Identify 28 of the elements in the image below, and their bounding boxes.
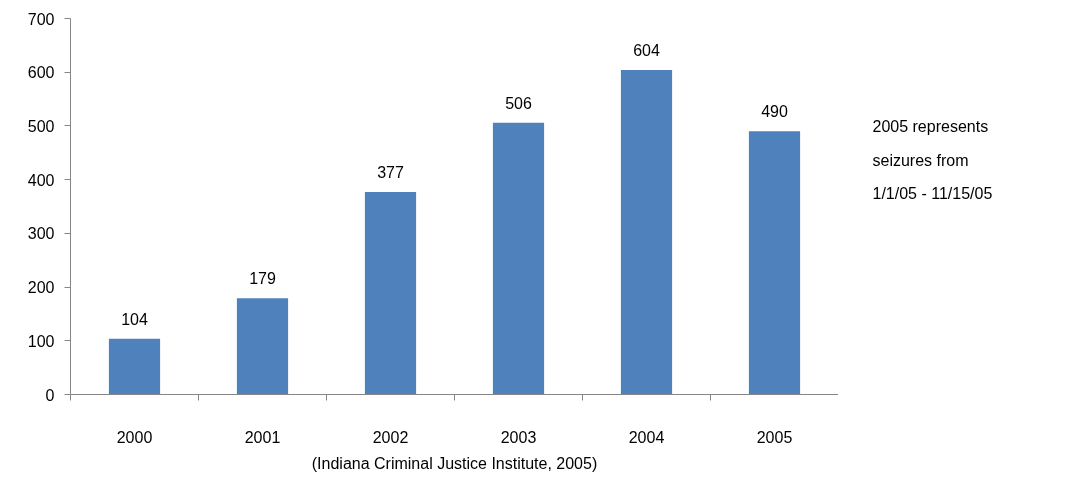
x-tick-label: 2004 xyxy=(628,428,665,446)
bar xyxy=(364,192,417,395)
x-tick-label: 2001 xyxy=(244,428,281,446)
y-tick-label: 600 xyxy=(27,64,55,82)
bar xyxy=(620,70,673,395)
y-tick-label: 300 xyxy=(27,225,55,243)
bar xyxy=(108,338,161,395)
x-tick-label: 2003 xyxy=(500,428,537,446)
y-tick-label: 200 xyxy=(27,279,55,297)
y-tick-label: 0 xyxy=(45,386,55,404)
y-tick-label: 400 xyxy=(27,171,55,189)
text: (Indiana Criminal Justice Institute, 2005) xyxy=(311,454,598,472)
data-label: 490 xyxy=(761,103,788,121)
data-label: 506 xyxy=(505,94,532,112)
data-label: 104 xyxy=(121,310,148,328)
x-tick-label: 2000 xyxy=(116,428,153,446)
x-tick-label: 2002 xyxy=(372,428,409,446)
data-label: 179 xyxy=(249,270,276,288)
y-tick-label: 500 xyxy=(27,117,55,135)
bar xyxy=(492,122,545,395)
bar xyxy=(748,131,801,395)
text: 2005 represents seizures from 1/1/05 - 11/15/05 xyxy=(872,118,993,203)
data-label: 604 xyxy=(633,42,660,60)
x-tick-label: 2005 xyxy=(756,428,793,446)
y-tick-label: 700 xyxy=(27,10,55,28)
y-tick-label: 100 xyxy=(27,332,55,350)
bar xyxy=(236,298,289,395)
data-label: 377 xyxy=(377,164,404,181)
